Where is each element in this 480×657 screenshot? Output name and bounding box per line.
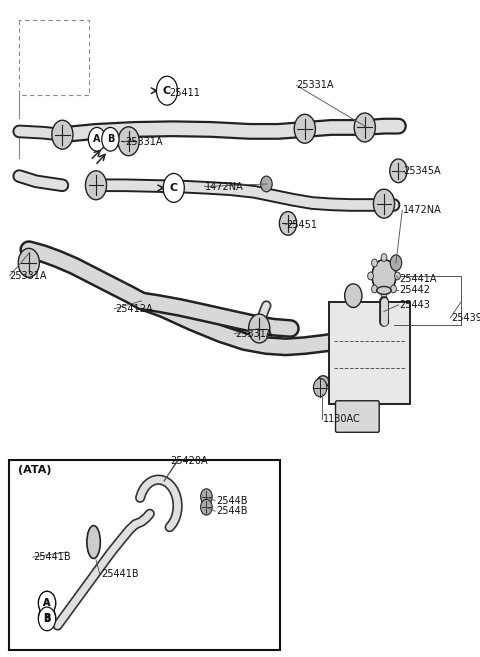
- Circle shape: [390, 255, 402, 271]
- Circle shape: [163, 173, 184, 202]
- Circle shape: [381, 254, 387, 261]
- Circle shape: [102, 127, 119, 151]
- Circle shape: [201, 499, 212, 515]
- Circle shape: [279, 212, 297, 235]
- Text: 25412A: 25412A: [115, 304, 153, 314]
- Text: C: C: [170, 183, 178, 193]
- Ellipse shape: [317, 376, 329, 388]
- Circle shape: [88, 127, 106, 151]
- Circle shape: [38, 607, 56, 631]
- Text: 25443: 25443: [399, 300, 430, 310]
- Circle shape: [261, 176, 272, 192]
- Text: A: A: [43, 598, 51, 608]
- Text: 1472NA: 1472NA: [205, 181, 244, 192]
- Circle shape: [85, 171, 107, 200]
- Circle shape: [249, 314, 270, 343]
- FancyBboxPatch shape: [329, 302, 410, 404]
- FancyBboxPatch shape: [336, 401, 379, 432]
- Circle shape: [156, 76, 178, 105]
- Circle shape: [391, 259, 396, 267]
- Circle shape: [52, 120, 73, 149]
- Ellipse shape: [377, 286, 391, 294]
- Text: A: A: [93, 134, 101, 145]
- Circle shape: [372, 285, 377, 293]
- Text: 25331A: 25331A: [297, 80, 334, 91]
- Circle shape: [354, 113, 375, 142]
- Text: 25345A: 25345A: [403, 166, 441, 176]
- Circle shape: [118, 127, 139, 156]
- Ellipse shape: [87, 526, 100, 558]
- Text: 25331A: 25331A: [10, 271, 47, 281]
- Text: 1130AC: 1130AC: [323, 414, 360, 424]
- Bar: [9, 460, 280, 650]
- Text: 25331A: 25331A: [125, 137, 162, 147]
- Text: A: A: [43, 598, 51, 608]
- Text: B: B: [43, 612, 51, 623]
- Text: 2544B: 2544B: [216, 495, 248, 506]
- Circle shape: [368, 272, 373, 280]
- Text: 25441A: 25441A: [399, 273, 437, 284]
- Text: 25441B: 25441B: [101, 569, 138, 579]
- Circle shape: [345, 284, 362, 307]
- Circle shape: [395, 272, 400, 280]
- Circle shape: [294, 114, 315, 143]
- Text: C: C: [163, 85, 171, 96]
- Circle shape: [373, 189, 395, 218]
- Circle shape: [391, 285, 396, 293]
- Bar: [380, 319, 388, 323]
- Circle shape: [372, 259, 377, 267]
- Circle shape: [390, 159, 407, 183]
- Text: 25420A: 25420A: [170, 456, 208, 466]
- Text: 2544B: 2544B: [216, 506, 248, 516]
- Text: 25451: 25451: [286, 219, 317, 230]
- Circle shape: [38, 591, 56, 615]
- Text: 25441B: 25441B: [34, 552, 71, 562]
- Circle shape: [38, 606, 56, 629]
- Text: 25442: 25442: [399, 285, 431, 296]
- Circle shape: [18, 248, 39, 277]
- Circle shape: [313, 378, 327, 397]
- Text: 1472NA: 1472NA: [403, 205, 442, 215]
- Circle shape: [372, 260, 396, 292]
- Circle shape: [201, 489, 212, 505]
- Text: 25439: 25439: [451, 313, 480, 323]
- Circle shape: [38, 591, 56, 615]
- Text: B: B: [107, 134, 114, 145]
- Text: B: B: [43, 614, 51, 624]
- Text: 25331A: 25331A: [235, 328, 273, 339]
- Circle shape: [381, 290, 387, 298]
- Text: 25411: 25411: [169, 88, 200, 99]
- Text: (ATA): (ATA): [18, 464, 52, 475]
